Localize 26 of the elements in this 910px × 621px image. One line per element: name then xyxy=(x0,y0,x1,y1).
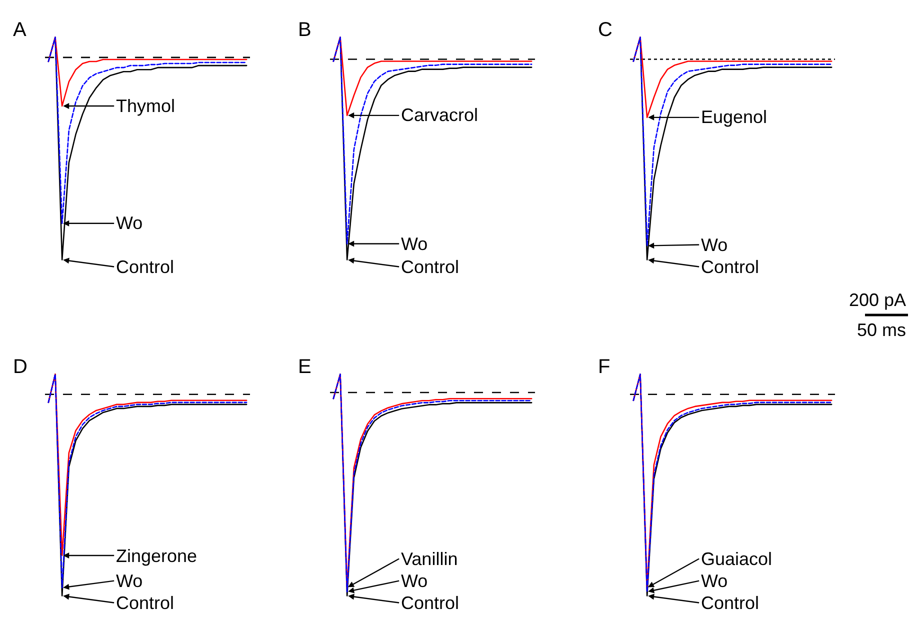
chart-title: D xyxy=(13,356,28,378)
text: 50 ms xyxy=(857,320,906,340)
chart-title: A xyxy=(13,19,27,41)
annotation: Wo xyxy=(401,234,428,254)
annotation: Control xyxy=(701,257,760,277)
annotation: Guaiacol xyxy=(701,549,772,569)
annotation: Vanillin xyxy=(401,549,458,569)
annotation: Carvacrol xyxy=(401,105,478,125)
annotation: Wo xyxy=(701,235,728,255)
annotation: Wo xyxy=(701,571,728,591)
annotation: Control xyxy=(401,257,460,277)
annotation: Control xyxy=(401,593,460,613)
annotation: Control xyxy=(116,257,174,277)
chart-title: C xyxy=(598,19,612,41)
annotation: Control xyxy=(701,593,760,613)
chart-title: B xyxy=(298,19,312,41)
annotation: Wo xyxy=(401,571,428,591)
annotation: Wo xyxy=(116,571,143,591)
annotation: Wo xyxy=(116,213,143,233)
chart-title: E xyxy=(298,356,312,378)
annotation: Thymol xyxy=(116,96,176,116)
annotation: Eugenol xyxy=(701,107,768,127)
chart-title: F xyxy=(598,356,610,378)
text: 200 pA xyxy=(849,290,906,310)
annotation: Zingerone xyxy=(116,546,198,566)
annotation: Control xyxy=(116,593,174,613)
